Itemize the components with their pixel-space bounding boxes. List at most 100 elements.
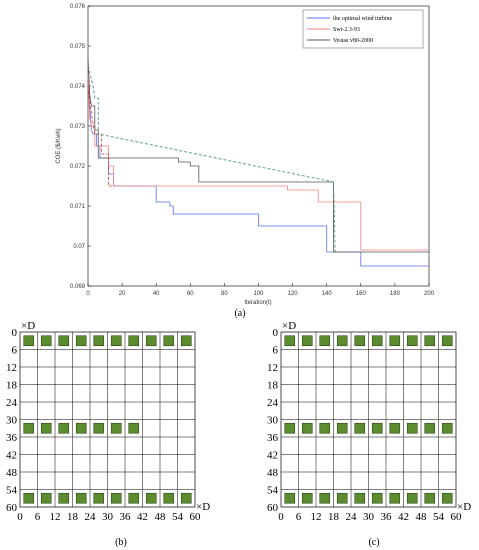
turbine-marker (180, 335, 192, 347)
x-tick-label: 140 (322, 291, 333, 297)
turbine-marker (128, 335, 140, 347)
grid-y-tick-label: 54 (267, 485, 279, 497)
grid-x-tick-label: 42 (398, 511, 409, 523)
grid-x-tick-label: 6 (296, 511, 302, 523)
turbine-marker (128, 422, 140, 434)
turbine-marker (163, 492, 175, 504)
grid-y-tick-label: 24 (267, 397, 279, 409)
grid-y-tick-label: 60 (267, 502, 279, 514)
grid-y-tick-label: 48 (6, 467, 18, 479)
layout-grid-b: 0066121218182424303036364242484854546060… (6, 320, 210, 523)
grid-x-tick-label: 60 (190, 511, 202, 523)
turbine-marker (93, 492, 105, 504)
turbine-marker (284, 492, 296, 504)
turbine-marker (40, 335, 52, 347)
grid-y-tick-label: 12 (6, 362, 17, 374)
turbine-marker (424, 492, 436, 504)
x-tick-label: 20 (119, 291, 126, 297)
series-line-3 (87, 57, 429, 253)
turbine-marker (23, 335, 35, 347)
y-tick-label: 0.072 (70, 164, 86, 170)
grid-y-tick-label: 30 (267, 415, 279, 427)
turbine-marker (319, 335, 331, 347)
turbine-marker (284, 335, 296, 347)
grid-y-tick-label: 42 (6, 450, 17, 462)
legend-label-optimal: the optimal wind turbine (333, 16, 392, 22)
turbine-marker (441, 422, 453, 434)
legend-label-swt: Swt-2.3-93 (333, 27, 360, 33)
caption-a: (a) (234, 308, 245, 319)
grid-x-tick-label: 54 (433, 511, 445, 523)
grid-y-tick-label: 6 (12, 345, 18, 357)
grid-x-tick-label: 12 (311, 511, 322, 523)
grid-x-tick-label: 30 (363, 511, 375, 523)
x-tick-label: 80 (221, 291, 228, 297)
x-tick-label: 120 (288, 291, 299, 297)
coe-line-chart: 0.0690.070.0710.0720.0730.0740.0750.076 … (56, 4, 435, 319)
y-tick-label: 0.074 (70, 84, 86, 90)
turbine-marker (406, 335, 418, 347)
grid-x-tick-label: 36 (120, 511, 132, 523)
turbine-marker (75, 335, 87, 347)
turbine-marker (406, 422, 418, 434)
turbine-marker (319, 422, 331, 434)
x-tick-label: 0 (86, 291, 90, 297)
grid-y-tick-label: 0 (273, 327, 279, 339)
grid-y-tick-label: 42 (267, 450, 278, 462)
turbine-marker (301, 422, 313, 434)
turbine-marker (424, 335, 436, 347)
turbine-marker (110, 335, 122, 347)
turbine-marker (93, 335, 105, 347)
turbine-marker (145, 492, 157, 504)
turbine-marker (371, 492, 383, 504)
turbine-marker (75, 492, 87, 504)
grid-y-tick-label: 18 (6, 380, 18, 392)
y-tick-label: 0.069 (70, 284, 86, 290)
grid-x-tick-label: 18 (67, 511, 79, 523)
turbine-marker (58, 422, 70, 434)
y-axis-ticks: 0.069 0.07 0.071 0.072 0.073 0.074 0.075 0.076 (70, 4, 91, 290)
layout-grid-c: 0066121218182424303036364242484854546060… (267, 320, 471, 523)
grid-x-tick-label: 18 (328, 511, 340, 523)
turbine-marker (163, 335, 175, 347)
y-tick-label: 0.071 (70, 204, 86, 210)
turbine-marker (336, 492, 348, 504)
x-tick-label: 200 (424, 291, 435, 297)
y-tick-label: 0.073 (70, 124, 86, 130)
series-line-2 (87, 85, 116, 187)
turbine-marker (354, 422, 366, 434)
turbine-marker (110, 492, 122, 504)
turbine-marker (180, 492, 192, 504)
grid-y-tick-label: 54 (6, 485, 18, 497)
grid-y-tick-label: 18 (267, 380, 279, 392)
caption-b: (b) (115, 537, 127, 548)
turbine-marker (389, 492, 401, 504)
series-lines (87, 57, 429, 267)
turbine-marker (319, 492, 331, 504)
y-tick-label: 0.075 (70, 44, 86, 50)
y-tick-label: 0.076 (70, 4, 86, 10)
series-line-4 (87, 65, 336, 253)
turbine-marker (128, 492, 140, 504)
grid-y-tick-label: 6 (273, 345, 279, 357)
x-axis-ticks: 0 20 40 60 80 100 120 140 160 180 200 (86, 283, 435, 297)
turbine-marker (93, 422, 105, 434)
grid-x-tick-label: 0 (17, 511, 23, 523)
turbine-marker (371, 335, 383, 347)
grid-x-tick-label: 24 (85, 511, 97, 523)
grid-x-tick-label: 0 (278, 511, 284, 523)
turbine-marker (110, 422, 122, 434)
legend-label-vestas: Vestas v80-2000 (333, 38, 373, 44)
grid-x-tick-label: 42 (137, 511, 148, 523)
x-tick-label: 40 (153, 291, 160, 297)
turbine-marker (389, 422, 401, 434)
x-tick-label: 180 (390, 291, 401, 297)
grid-x-tick-label: 36 (381, 511, 393, 523)
grid-x-tick-label: 48 (416, 511, 428, 523)
turbine-marker (354, 492, 366, 504)
grid-x-tick-label: 30 (102, 511, 114, 523)
grid-x-unit-label: ×D (457, 501, 471, 513)
turbine-marker (23, 422, 35, 434)
turbine-marker (441, 492, 453, 504)
